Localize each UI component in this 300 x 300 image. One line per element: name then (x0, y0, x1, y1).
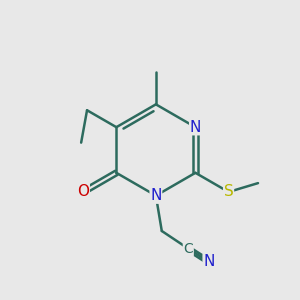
Text: N: N (150, 188, 162, 203)
Text: N: N (190, 120, 201, 135)
Text: C: C (183, 242, 193, 256)
Text: N: N (203, 254, 214, 269)
Text: S: S (224, 184, 233, 200)
Text: O: O (77, 184, 89, 200)
